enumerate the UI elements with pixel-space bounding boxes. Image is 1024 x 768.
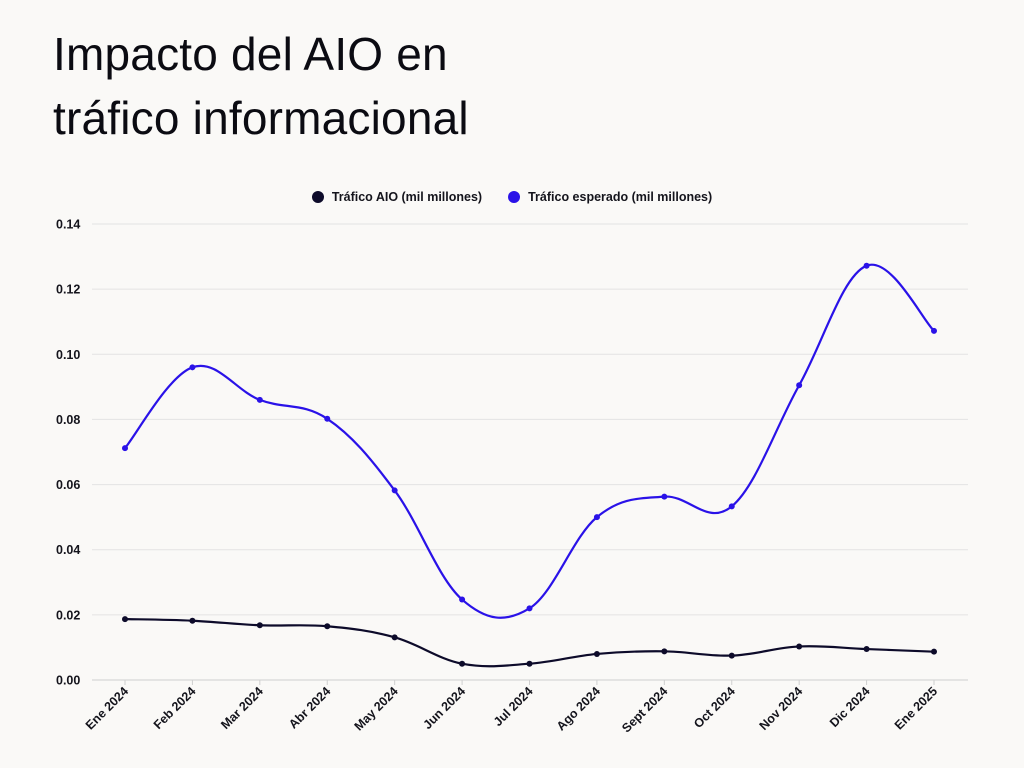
legend-item-esperado: Tráfico esperado (mil millones): [508, 190, 712, 204]
data-point-aio: [122, 616, 128, 623]
y-tick-label: 0.10: [56, 348, 80, 362]
data-point-aio: [391, 634, 398, 641]
series-line-aio: [124, 617, 935, 668]
data-point-aio: [728, 652, 735, 659]
data-point-esperado: [796, 382, 803, 389]
y-tick-label: 0.00: [56, 674, 80, 688]
y-tick-label: 0.06: [56, 478, 80, 492]
data-point-esperado: [189, 364, 196, 371]
data-point-esperado: [122, 445, 128, 452]
x-tick-label: Jun 2024: [420, 684, 468, 732]
legend-label-aio: Tráfico AIO (mil millones): [331, 190, 483, 204]
data-point-esperado: [324, 415, 331, 422]
y-tick-label: 0.08: [56, 413, 80, 427]
chart-title-line-1: Impacto del AIO en: [53, 28, 448, 80]
data-point-esperado: [256, 396, 263, 403]
data-point-aio: [863, 646, 870, 653]
x-tick-label: Dic 2024: [827, 684, 873, 730]
x-tick-label: Abr 2024: [286, 684, 333, 731]
data-point-aio: [796, 643, 803, 650]
x-tick-label: Nov 2024: [757, 684, 806, 733]
x-tick-label: Ene 2025: [892, 684, 940, 732]
data-point-aio: [459, 660, 466, 667]
x-tick-label: May 2024: [352, 684, 401, 733]
data-point-esperado: [526, 605, 533, 612]
x-tick-label: Ene 2024: [83, 684, 131, 732]
x-tick-label: Oct 2024: [691, 684, 738, 731]
data-point-aio: [189, 617, 196, 624]
data-point-aio: [324, 623, 331, 630]
data-point-aio: [256, 622, 263, 629]
legend-label-esperado: Tráfico esperado (mil millones): [528, 190, 713, 204]
legend-dot-aio: [311, 191, 324, 203]
data-point-aio: [661, 648, 668, 655]
y-tick-label: 0.02: [56, 608, 80, 622]
y-tick-label: 0.12: [56, 283, 80, 297]
x-tick-label: Ago 2024: [554, 684, 603, 733]
data-point-esperado: [863, 262, 870, 269]
data-point-esperado: [593, 514, 600, 521]
data-point-esperado: [661, 493, 668, 500]
data-point-aio: [526, 660, 533, 667]
chart-title: Impacto del AIO en tráfico informacional: [53, 22, 469, 150]
y-tick-label: 0.04: [56, 543, 80, 557]
chart-title-line-2: tráfico informacional: [53, 92, 469, 144]
data-point-aio: [931, 648, 937, 655]
legend-item-aio: Tráfico AIO (mil millones): [311, 190, 483, 204]
x-tick-label: Jul 2024: [491, 684, 536, 729]
legend-dot-esperado: [508, 191, 521, 203]
data-point-esperado: [931, 327, 937, 334]
y-tick-label: 0.14: [56, 218, 80, 232]
series-line-esperado: [124, 263, 935, 619]
x-tick-label: Sept 2024: [619, 684, 670, 735]
data-point-aio: [593, 650, 600, 657]
data-point-esperado: [391, 487, 398, 494]
data-point-esperado: [728, 503, 735, 510]
chart-legend: Tráfico AIO (mil millones) Tráfico esper…: [0, 190, 1024, 204]
x-tick-label: Mar 2024: [218, 684, 266, 732]
x-tick-label: Feb 2024: [151, 684, 199, 732]
data-point-esperado: [459, 596, 466, 603]
